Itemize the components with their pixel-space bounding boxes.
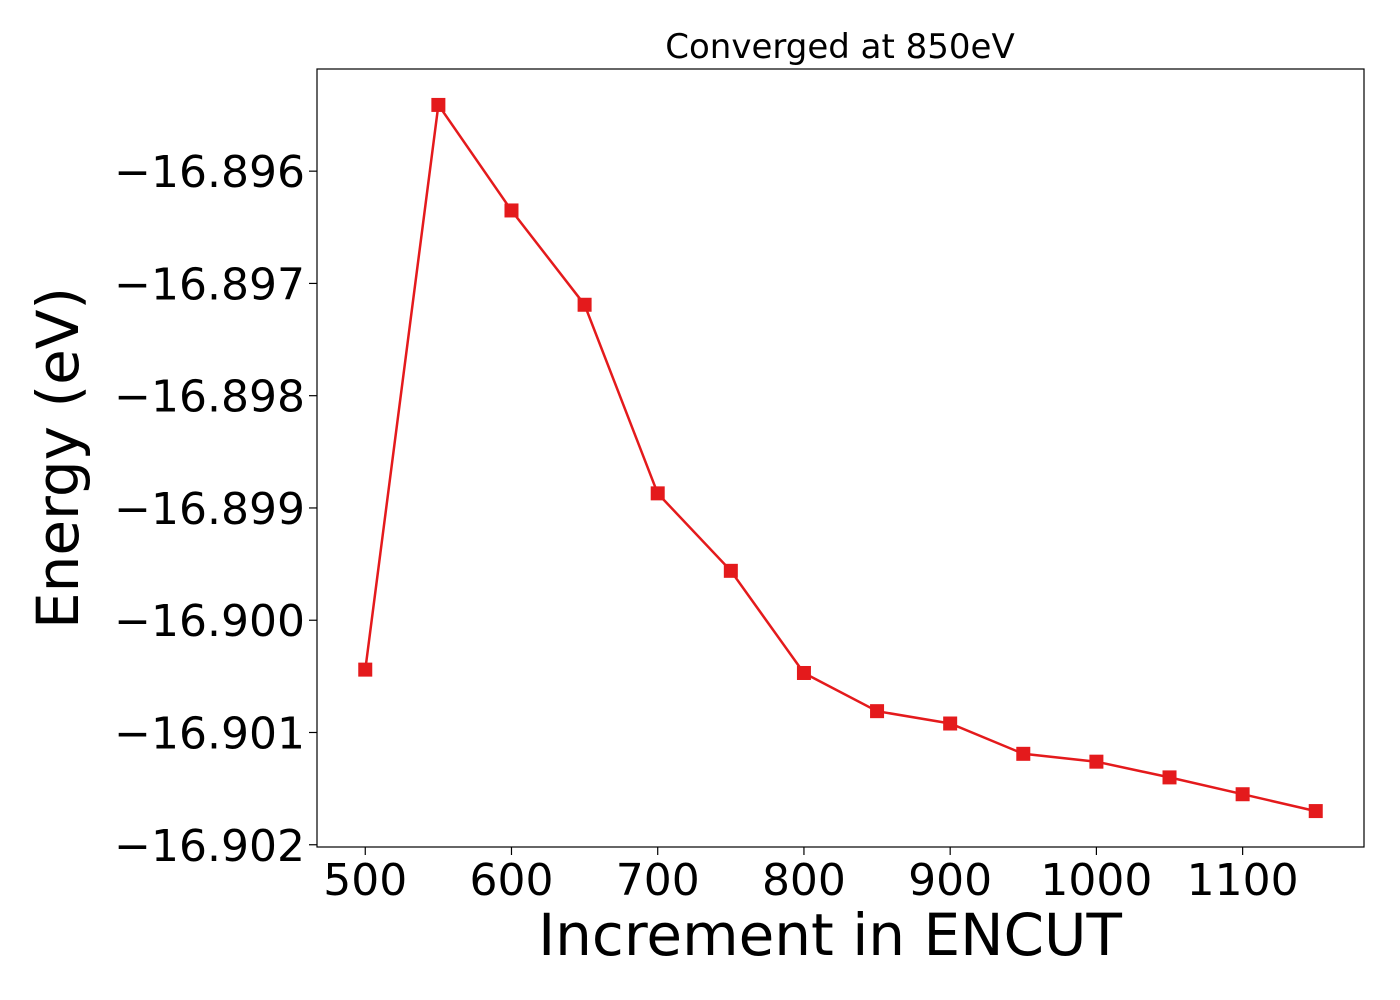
- data-point: [1162, 770, 1177, 785]
- data-point: [358, 662, 373, 677]
- series-line: [364, 101, 1316, 813]
- x-tick-label: 1100: [1187, 855, 1299, 906]
- x-axis: 500 600 700 800 900 1000 1100: [323, 847, 1299, 906]
- y-tick-label: −16.901: [114, 708, 305, 759]
- y-tick-label: −16.900: [114, 596, 305, 647]
- x-tick-label: 800: [762, 855, 846, 906]
- y-tick-label: −16.899: [114, 484, 305, 535]
- x-tick-label: 900: [908, 855, 992, 906]
- y-axis: −16.896 −16.897 −16.898 −16.899 −16.900 −16.9…: [114, 147, 317, 872]
- data-point: [1235, 787, 1250, 802]
- data-point: [870, 704, 885, 719]
- data-point: [1089, 754, 1104, 769]
- data-point: [943, 716, 958, 731]
- y-tick-label: −16.897: [114, 259, 305, 310]
- series-layer: [358, 97, 1323, 819]
- chart-title: Converged at 850eV: [665, 27, 1014, 67]
- x-tick-label: 1000: [1040, 855, 1152, 906]
- plot-area: [316, 68, 1365, 848]
- data-point: [431, 97, 446, 112]
- data-point: [504, 203, 519, 218]
- x-tick-label: 500: [323, 855, 407, 906]
- data-point: [796, 665, 811, 680]
- y-tick-label: −16.896: [114, 147, 305, 198]
- data-point: [577, 297, 592, 312]
- y-tick-label: −16.902: [114, 821, 305, 872]
- y-tick-label: −16.898: [114, 372, 305, 423]
- x-tick-label: 600: [469, 855, 553, 906]
- data-point: [1016, 746, 1031, 761]
- y-axis-label: Energy (eV): [24, 287, 92, 629]
- data-point: [723, 563, 738, 578]
- x-axis-label: Increment in ENCUT: [538, 901, 1122, 969]
- x-tick-label: 700: [616, 855, 700, 906]
- data-point: [1308, 804, 1323, 819]
- data-point: [650, 486, 665, 501]
